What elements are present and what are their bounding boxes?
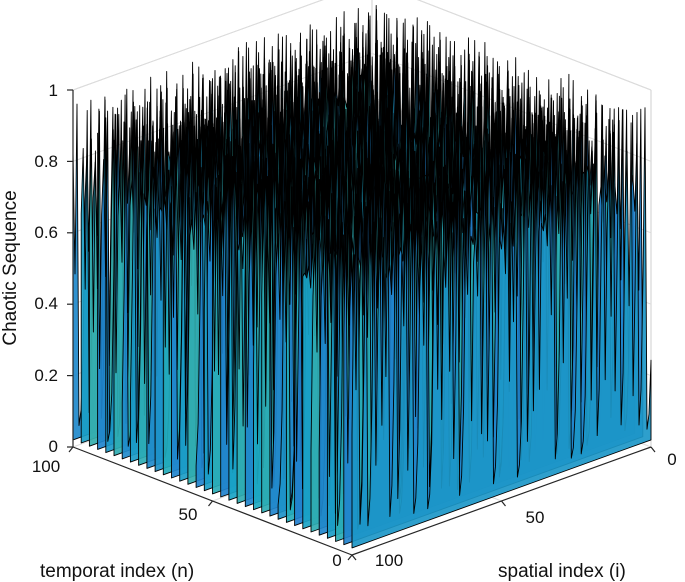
chaotic-surface <box>72 4 652 549</box>
y-tick-label: 50 <box>179 505 198 524</box>
surface-strip <box>351 107 652 549</box>
y-tick-mark <box>208 500 213 507</box>
x-tick-label: 0 <box>667 450 676 469</box>
z-tick-label: 0.8 <box>34 152 58 171</box>
x-tick-mark <box>501 500 506 507</box>
x-axis-label: spatial index (i) <box>498 561 626 582</box>
y-tick-label: 0 <box>332 551 341 570</box>
x-tick-mark <box>650 446 656 453</box>
z-tick-label: 1 <box>49 81 58 100</box>
x-tick-label: 50 <box>526 508 545 527</box>
z-axis-label: Chaotic Sequence <box>0 190 21 345</box>
y-tick-mark <box>347 554 353 561</box>
z-tick-label: 0.6 <box>34 223 58 242</box>
y-axis-label: temporat index (n) <box>40 561 194 582</box>
x-tick-label: 100 <box>375 551 403 570</box>
z-tick-label: 0.2 <box>34 366 58 385</box>
z-tick-label: 0.4 <box>34 294 58 313</box>
axes <box>67 89 656 561</box>
z-tick-label: 0 <box>49 437 58 456</box>
y-tick-label: 100 <box>32 457 60 476</box>
y-tick-mark <box>68 446 74 453</box>
z-grid-line <box>72 0 652 91</box>
x-tick-mark <box>351 554 357 561</box>
